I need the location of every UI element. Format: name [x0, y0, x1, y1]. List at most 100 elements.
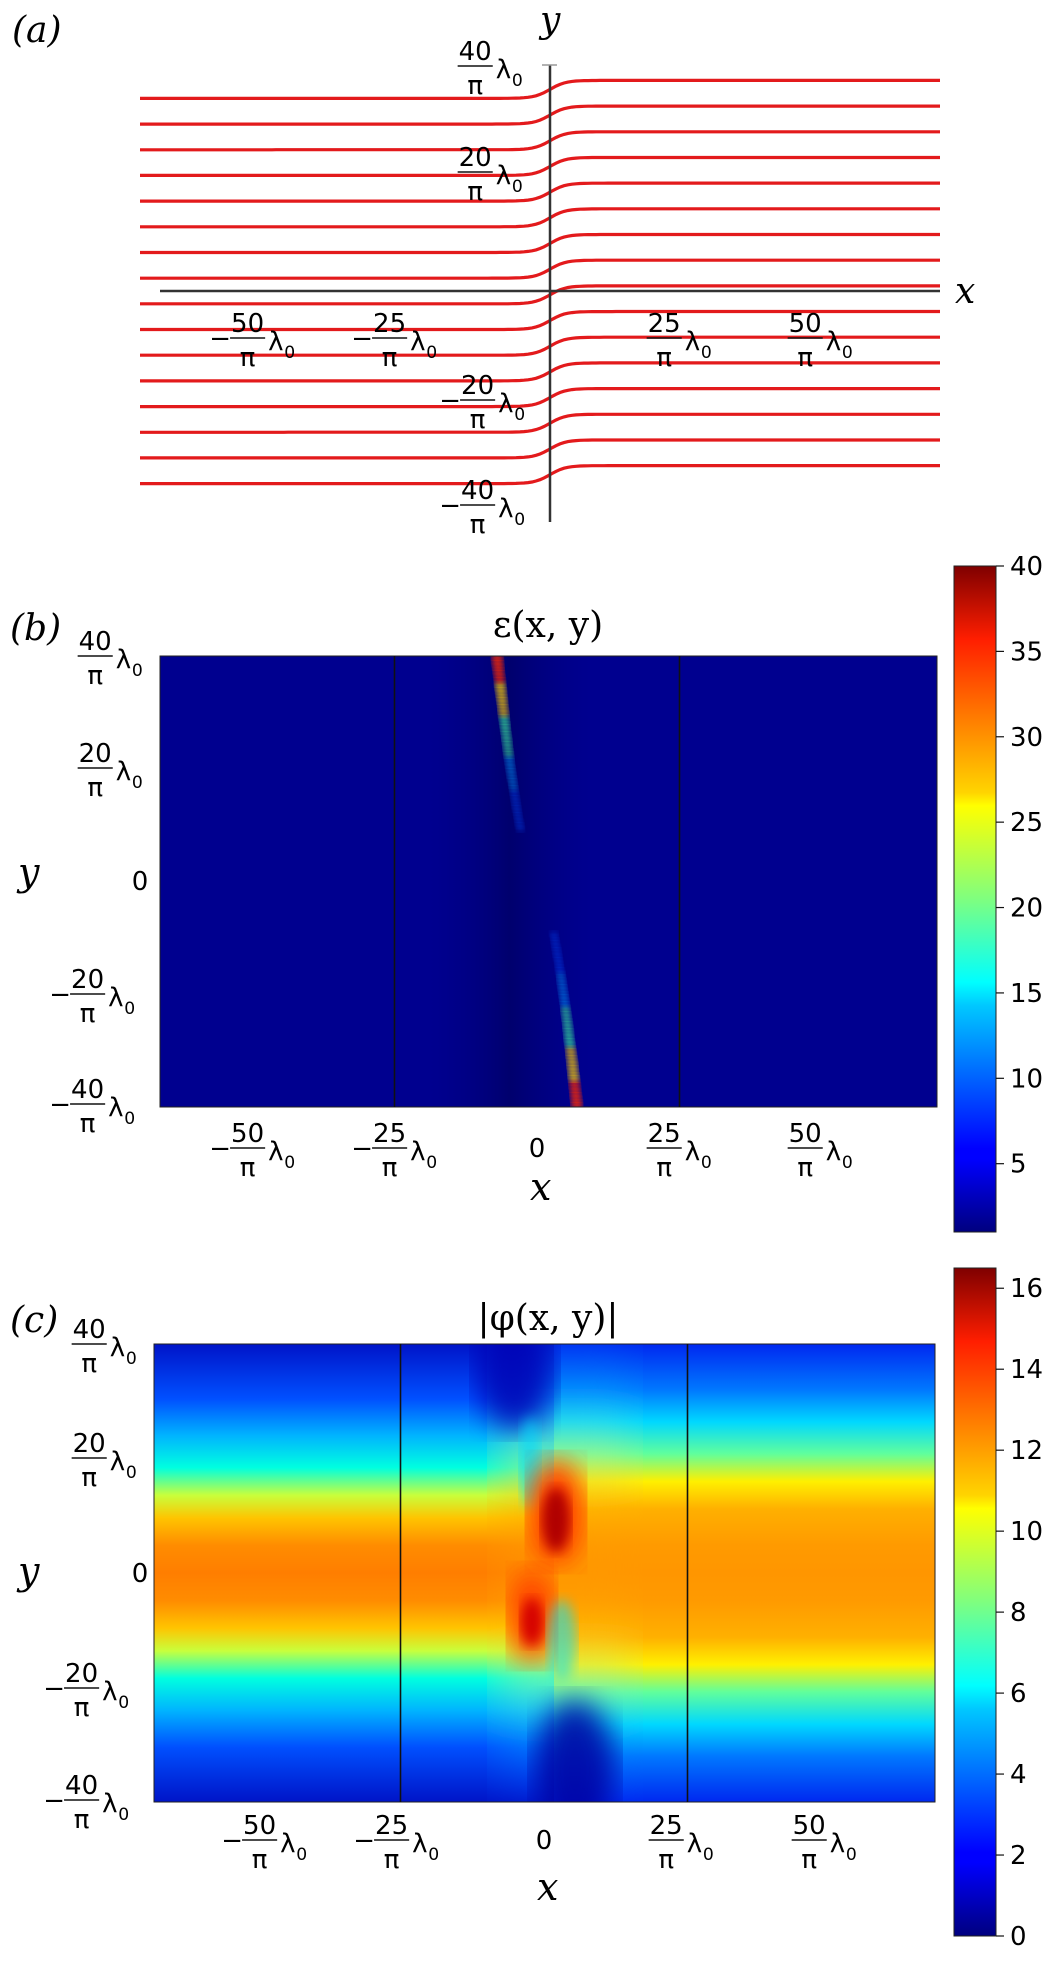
colorbar-tick-label: 10 [1010, 1517, 1043, 1547]
y-tick-label: 0 [132, 1559, 149, 1589]
y-tick-label-unit: λ [116, 645, 131, 675]
y-tick-label-unit: λ [110, 1333, 125, 1363]
x-tick-label-num: 50 [789, 309, 822, 339]
panel-b-frame [159, 655, 938, 1108]
y-tick-label: 0 [132, 867, 149, 897]
panel-c-hotspot-lower [521, 1598, 543, 1646]
panel-c-ylabel: y [16, 1549, 40, 1593]
panel-b-colorbar [953, 565, 997, 1233]
x-tick-label-den: π [656, 343, 672, 373]
x-tick-label: −25 πλ 0 [353, 1811, 439, 1875]
y-tick-label-num: 20 [79, 739, 112, 769]
y-tick-label-sub: 0 [126, 1463, 137, 1483]
streamline [140, 438, 940, 460]
y-tick-label: −40 πλ 0 [439, 476, 525, 540]
y-tick-label-sign: − [439, 491, 461, 521]
y-tick-label-den: π [467, 177, 483, 207]
colorbar-tick-label: 8 [1010, 1598, 1027, 1628]
panel-b-heatmap [160, 656, 937, 1107]
x-tick-label-unit: λ [268, 1137, 283, 1167]
y-tick-label-unit: λ [108, 983, 123, 1013]
x-tick-label-unit: λ [685, 327, 700, 357]
colorbar-tick-label: 0 [1010, 1922, 1027, 1952]
y-tick-label: −20 πλ 0 [43, 1659, 129, 1723]
y-tick-label-num: 40 [73, 1315, 106, 1345]
x-tick-label-sub: 0 [284, 1153, 295, 1173]
colorbar-tick-label: 16 [1010, 1274, 1043, 1304]
x-tick-label-sub: 0 [842, 1153, 853, 1173]
y-tick-label-sub: 0 [118, 1805, 129, 1825]
colorbar-tick-label: 2 [1010, 1841, 1027, 1871]
y-tick-label-sub: 0 [124, 1109, 135, 1129]
panel-a-label: (a) [12, 10, 62, 51]
y-tick-label-sign: − [49, 980, 71, 1010]
streamline [140, 284, 940, 306]
panel-c-cyan-gap [548, 1600, 576, 1680]
y-tick-label-num: 20 [71, 965, 104, 995]
panel-c-band-left [154, 1344, 554, 1802]
y-tick-label: 20 πλ 0 [71, 1429, 137, 1493]
x-tick-label-sub: 0 [428, 1845, 439, 1865]
streamline [140, 387, 940, 409]
colorbar-tick-label: 40 [1010, 552, 1043, 582]
y-tick-label-num: 40 [459, 37, 492, 67]
y-tick-label: −20 πλ 0 [439, 371, 525, 435]
panel-c-title: |φ(x, y)| [477, 1298, 618, 1339]
colorbar-tick-label: 14 [1010, 1355, 1043, 1385]
y-tick-label-unit: λ [498, 494, 513, 524]
y-tick-label-unit: λ [496, 55, 511, 85]
panel-c-vertical-lines [399, 1344, 689, 1802]
y-tick-label-num: 40 [65, 1771, 98, 1801]
y-tick-label-num: 20 [459, 143, 492, 173]
x-tick-label-den: π [656, 1153, 672, 1183]
x-tick-label-sub: 0 [426, 343, 437, 363]
x-tick-label-num: 25 [650, 1811, 683, 1841]
streamline [140, 130, 940, 152]
streamline [140, 207, 940, 229]
colorbar-tick-label: 10 [1010, 1064, 1043, 1094]
x-tick-label-sign: − [209, 1134, 231, 1164]
x-tick-label-num: 25 [375, 1811, 408, 1841]
panel-a-xlabel: x [955, 271, 975, 312]
x-tick-label-num: 25 [373, 1119, 406, 1149]
colorbar-tick-label: 6 [1010, 1679, 1027, 1709]
x-tick-label: 25 πλ 0 [646, 1119, 712, 1183]
x-tick-label-sign: − [209, 324, 231, 354]
x-tick-label-den: π [240, 1153, 256, 1183]
x-tick-label: 25 πλ 0 [646, 309, 712, 373]
x-tick-label: 50 πλ 0 [787, 1119, 853, 1183]
y-tick-label-sub: 0 [512, 71, 523, 91]
streamline [140, 309, 940, 332]
x-tick-label-num: 50 [231, 1119, 264, 1149]
y-tick-label-unit: λ [496, 161, 511, 191]
streamline [140, 104, 940, 126]
y-tick-label-num: 40 [461, 476, 494, 506]
panel-c-dark-notch-top [477, 1344, 553, 1430]
streamline [140, 335, 940, 357]
y-tick-label-num: 40 [79, 627, 112, 657]
streamline [140, 155, 940, 177]
y-tick-label-den: π [80, 999, 96, 1029]
panel-b-ridge [491, 656, 583, 1107]
panel-b-vertical-lines [393, 656, 681, 1107]
x-tick-label-sub: 0 [426, 1153, 437, 1173]
x-tick-label-den: π [801, 1845, 817, 1875]
panel-c-label: (c) [10, 1300, 58, 1341]
colorbar-tick-label: 5 [1010, 1150, 1027, 1180]
y-tick-label-sub: 0 [132, 773, 143, 793]
x-tick-label-den: π [240, 343, 256, 373]
y-tick-label-den: π [470, 510, 486, 540]
x-tick-label-num: 50 [793, 1811, 826, 1841]
x-tick-label-sub: 0 [703, 1845, 714, 1865]
x-tick-label-text: 0 [529, 1134, 546, 1164]
streamline [140, 78, 940, 100]
colorbar-tick-label: 30 [1010, 723, 1043, 753]
x-tick-label-num: 25 [373, 309, 406, 339]
y-tick-label-unit: λ [110, 1447, 125, 1477]
colorbar-tick-label: 25 [1010, 808, 1043, 838]
x-tick-label-den: π [252, 1845, 268, 1875]
